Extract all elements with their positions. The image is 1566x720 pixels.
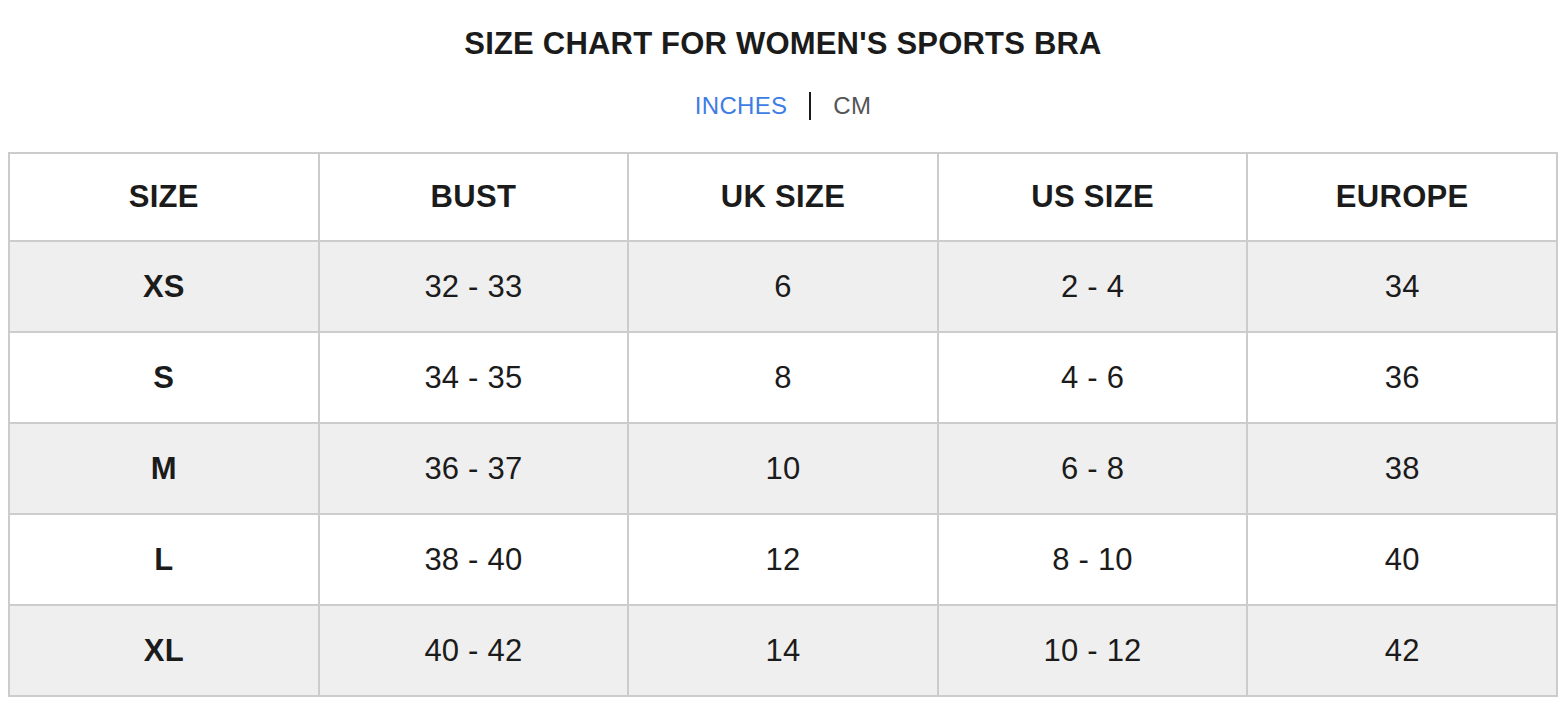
page-title: SIZE CHART FOR WOMEN'S SPORTS BRA [0,0,1566,62]
unit-toggle: INCHES CM [0,90,1566,122]
table-cell: 6 - 8 [938,423,1248,514]
table-cell: 38 - 40 [319,514,629,605]
table-cell: 32 - 33 [319,241,629,332]
size-chart-table: SIZEBUSTUK SIZEUS SIZEEUROPE XS32 - 3362… [8,152,1558,697]
table-row-xs: XS32 - 3362 - 434 [9,241,1557,332]
table-cell: 10 - 12 [938,605,1248,696]
table-row-l: L38 - 40128 - 1040 [9,514,1557,605]
table-cell: 40 - 42 [319,605,629,696]
header-cell-uk-size: UK SIZE [628,153,938,241]
header-cell-us-size: US SIZE [938,153,1248,241]
header-cell-bust: BUST [319,153,629,241]
table-cell: 10 [628,423,938,514]
toggle-separator [809,92,811,120]
unit-option-cm[interactable]: CM [833,92,871,120]
table-cell: 6 [628,241,938,332]
header-cell-europe: EUROPE [1247,153,1557,241]
size-cell: S [9,332,319,423]
table-cell: 36 - 37 [319,423,629,514]
table-cell: 38 [1247,423,1557,514]
table-cell: 4 - 6 [938,332,1248,423]
table-cell: 42 [1247,605,1557,696]
table-cell: 14 [628,605,938,696]
table-cell: 34 [1247,241,1557,332]
table-cell: 12 [628,514,938,605]
table-row-s: S34 - 3584 - 636 [9,332,1557,423]
size-cell: XL [9,605,319,696]
table-row-xl: XL40 - 421410 - 1242 [9,605,1557,696]
header-cell-size: SIZE [9,153,319,241]
size-cell: XS [9,241,319,332]
size-cell: L [9,514,319,605]
size-chart-page: SIZE CHART FOR WOMEN'S SPORTS BRA INCHES… [0,0,1566,720]
unit-option-inches[interactable]: INCHES [695,92,787,120]
table-cell: 8 - 10 [938,514,1248,605]
table-cell: 40 [1247,514,1557,605]
table-cell: 34 - 35 [319,332,629,423]
table-row-m: M36 - 37106 - 838 [9,423,1557,514]
header-row: SIZEBUSTUK SIZEUS SIZEEUROPE [9,153,1557,241]
size-chart-table-container: SIZEBUSTUK SIZEUS SIZEEUROPE XS32 - 3362… [8,152,1558,697]
table-cell: 36 [1247,332,1557,423]
table-cell: 2 - 4 [938,241,1248,332]
size-cell: M [9,423,319,514]
table-cell: 8 [628,332,938,423]
